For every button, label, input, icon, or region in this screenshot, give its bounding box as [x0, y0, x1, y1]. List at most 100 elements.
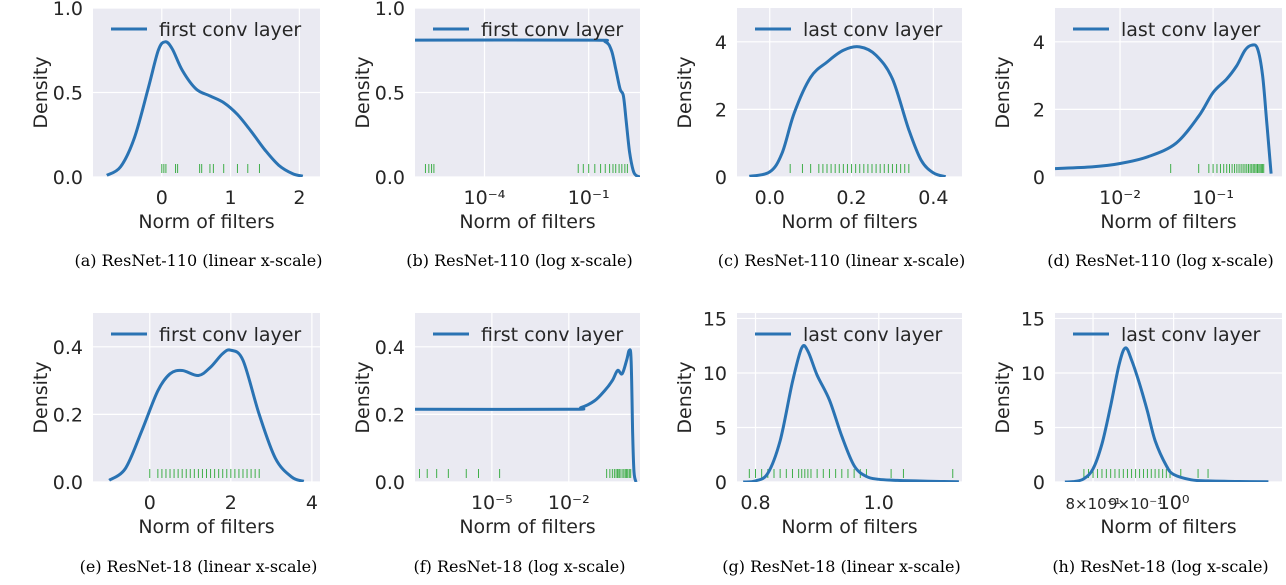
- panel-6-y-tick-label-0: 0: [715, 472, 727, 494]
- panel-5-x-tick-label-0: 10⁻⁵: [471, 492, 513, 514]
- panel-2-caption: (c) ResNet-110 (linear x-scale): [718, 251, 965, 270]
- panel-0-x-tick-label-1: 1: [225, 187, 237, 209]
- panel-3-y-axis-label: Density: [992, 56, 1014, 128]
- panel-5-legend: first conv layer: [433, 324, 623, 346]
- panel-4-plot-background: [93, 313, 320, 482]
- panel-2-y-tick-label-2: 4: [715, 32, 727, 54]
- panel-7-y-axis-label: Density: [992, 361, 1014, 433]
- panel-4-y-tick-label-1: 0.2: [53, 404, 83, 426]
- panel-3-x-axis-label: Norm of filters: [1100, 211, 1236, 233]
- panel-4-y-tick-label-0: 0.0: [53, 472, 83, 494]
- panel-6-density-curve: [743, 343, 959, 482]
- panel-0-x-tick-label-2: 2: [293, 187, 305, 209]
- panel-1-y-tick-label-1: 0.5: [375, 83, 405, 105]
- panel-5-plot-background: [415, 313, 640, 482]
- panel-3-y-tick-label-0: 0: [1033, 167, 1045, 189]
- panel-3-caption: (d) ResNet-110 (log x-scale): [1047, 251, 1273, 270]
- panel-4-y-tick-label-2: 0.4: [53, 337, 83, 359]
- panel-5-y-tick-label-2: 0.4: [375, 337, 405, 359]
- panel-1-x-axis-label: Norm of filters: [459, 211, 595, 233]
- panel-3-y-tick-label-1: 2: [1033, 99, 1045, 121]
- panel-6-y-axis-label: Density: [674, 361, 696, 433]
- panel-4: 0 2 4 0.0 0.2 0.4 Norm of filters Density first …: [30, 313, 320, 576]
- panel-0-density-curve: [106, 40, 304, 177]
- panel-0-legend-label: first conv layer: [159, 19, 301, 41]
- panel-3-y-tick-label-2: 4: [1033, 32, 1045, 54]
- panel-7-x-tick-label-0: 8×10⁻¹: [1065, 495, 1120, 513]
- panel-4-x-axis-label: Norm of filters: [138, 516, 274, 538]
- panel-6-legend-label: last conv layer: [803, 324, 943, 346]
- panel-1-x-tick-label-0: 10⁻⁴: [464, 187, 506, 209]
- panel-4-legend-label: first conv layer: [159, 324, 301, 346]
- panel-2-plot-background: [737, 8, 962, 177]
- panel-2-x-tick-label-0: 0.0: [755, 187, 785, 209]
- panel-3-density-curve: [1055, 43, 1273, 174]
- panel-2-legend-label: last conv layer: [803, 19, 943, 41]
- panel-5-y-tick-label-1: 0.2: [375, 404, 405, 426]
- panel-0-x-axis-label: Norm of filters: [138, 211, 274, 233]
- panel-1-legend-label: first conv layer: [481, 19, 623, 41]
- panel-7-y-tick-label-1: 5: [1033, 417, 1045, 439]
- panel-3: 10⁻² 10⁻¹ 0 2 4 Norm of filters Density last co…: [992, 8, 1282, 270]
- panel-6-x-axis-label: Norm of filters: [781, 516, 917, 538]
- panel-4-density-curve: [108, 348, 305, 482]
- panel-0-y-tick-label-0: 0.0: [53, 167, 83, 189]
- panel-4-x-tick-label-2: 4: [306, 492, 318, 514]
- panel-5-x-tick-label-1: 10⁻²: [548, 492, 590, 514]
- panel-0-legend: first conv layer: [111, 19, 301, 41]
- panel-4-x-tick-label-1: 2: [225, 492, 237, 514]
- panel-5-caption: (f) ResNet-18 (log x-scale): [414, 557, 626, 576]
- panel-2-y-tick-label-1: 2: [715, 99, 727, 121]
- panel-3-legend-label: last conv layer: [1121, 19, 1261, 41]
- panel-7-y-tick-label-2: 10: [1021, 363, 1045, 385]
- panel-2-rug: [789, 164, 910, 173]
- panel-5-x-axis-label: Norm of filters: [459, 516, 595, 538]
- panel-0-rug: [161, 164, 260, 173]
- panel-5-y-axis-label: Density: [352, 361, 374, 433]
- panel-3-x-tick-label-0: 10⁻²: [1099, 187, 1141, 209]
- panel-7-legend: last conv layer: [1073, 324, 1261, 346]
- panel-0-x-tick-label-0: 0: [156, 187, 168, 209]
- panel-2-density-curve: [748, 45, 947, 177]
- panel-6-y-tick-label-2: 10: [703, 363, 727, 385]
- panel-0-y-tick-label-2: 1.0: [53, 0, 83, 20]
- panel-0-caption: (a) ResNet-110 (linear x-scale): [75, 251, 323, 270]
- panel-5-legend-label: first conv layer: [481, 324, 623, 346]
- panel-1: 10⁻⁴ 10⁻¹ 0.0 0.5 1.0 Norm of filters Density f…: [352, 0, 640, 270]
- panel-6-rug: [748, 469, 954, 478]
- panel-1-density-curve: [415, 38, 640, 177]
- panel-2-y-tick-label-0: 0: [715, 167, 727, 189]
- panel-5-rug: [419, 469, 632, 478]
- panel-2-legend: last conv layer: [755, 19, 943, 41]
- panel-4-rug: [149, 469, 260, 478]
- panel-6-caption: (g) ResNet-18 (linear x-scale): [722, 557, 961, 576]
- panel-1-y-tick-label-2: 1.0: [375, 0, 405, 20]
- panel-3-legend: last conv layer: [1073, 19, 1261, 41]
- panel-5-y-tick-label-0: 0.0: [375, 472, 405, 494]
- panel-0: 0 1 2 0.0 0.5 1.0 Norm of filters Density first …: [30, 0, 322, 270]
- panel-7-y-tick-label-3: 15: [1021, 308, 1045, 330]
- panel-2-x-tick-label-2: 0.4: [918, 187, 948, 209]
- panel-7-x-tick-label-2: 10⁰: [1158, 492, 1190, 514]
- panel-3-x-tick-label-1: 10⁻¹: [1192, 187, 1234, 209]
- panel-0-y-tick-label-1: 0.5: [53, 83, 83, 105]
- panel-5: 10⁻⁵ 10⁻² 0.0 0.2 0.4 Norm of filters Density f…: [352, 313, 640, 576]
- panel-2-y-axis-label: Density: [674, 56, 696, 128]
- panel-6-y-tick-label-3: 15: [703, 308, 727, 330]
- panel-1-y-tick-label-0: 0.0: [375, 167, 405, 189]
- panel-4-x-tick-label-0: 0: [144, 492, 156, 514]
- panel-7-density-curve: [1064, 346, 1269, 482]
- panel-2-x-tick-label-1: 0.2: [836, 187, 866, 209]
- panel-2-x-axis-label: Norm of filters: [781, 211, 917, 233]
- panel-1-caption: (b) ResNet-110 (log x-scale): [406, 251, 632, 270]
- panel-7-legend-label: last conv layer: [1121, 324, 1261, 346]
- panel-3-rug: [1170, 164, 1265, 173]
- panel-4-y-axis-label: Density: [30, 361, 52, 433]
- panel-2: 0.0 0.2 0.4 0 2 4 Norm of filters Density last c…: [674, 8, 965, 270]
- panel-1-y-axis-label: Density: [352, 56, 374, 128]
- panel-6-y-tick-label-1: 5: [715, 417, 727, 439]
- panel-7-x-tick-label-1: 9×10⁻¹: [1108, 495, 1163, 513]
- panel-4-legend: first conv layer: [111, 324, 301, 346]
